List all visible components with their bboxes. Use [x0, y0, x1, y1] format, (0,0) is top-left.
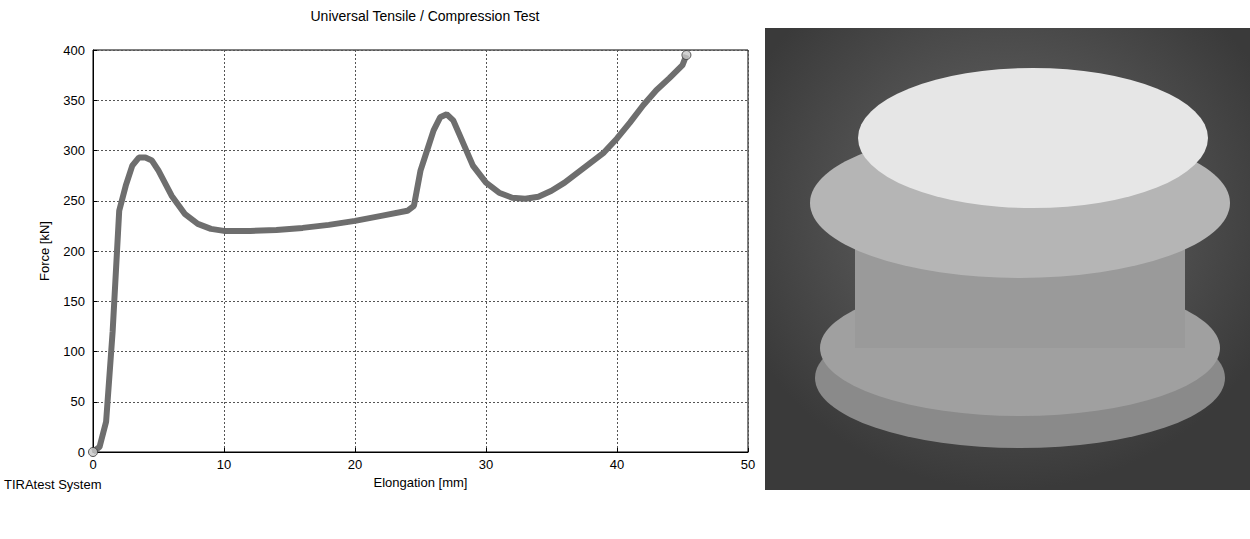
- svg-text:100: 100: [63, 344, 85, 359]
- svg-text:0: 0: [78, 445, 85, 460]
- svg-text:0: 0: [89, 457, 96, 472]
- svg-text:TIRAtest System: TIRAtest System: [4, 477, 102, 492]
- svg-text:300: 300: [63, 143, 85, 158]
- svg-text:10: 10: [217, 457, 231, 472]
- svg-text:Elongation [mm]: Elongation [mm]: [374, 475, 468, 490]
- svg-text:50: 50: [71, 394, 85, 409]
- svg-text:Universal Tensile / Compressio: Universal Tensile / Compression Test: [310, 8, 539, 24]
- svg-text:400: 400: [63, 43, 85, 58]
- svg-text:200: 200: [63, 244, 85, 259]
- svg-text:30: 30: [479, 457, 493, 472]
- svg-text:Force [kN]: Force [kN]: [37, 221, 52, 281]
- svg-text:20: 20: [348, 457, 362, 472]
- svg-text:250: 250: [63, 193, 85, 208]
- svg-text:50: 50: [741, 457, 755, 472]
- svg-text:150: 150: [63, 294, 85, 309]
- svg-text:40: 40: [610, 457, 624, 472]
- svg-text:350: 350: [63, 93, 85, 108]
